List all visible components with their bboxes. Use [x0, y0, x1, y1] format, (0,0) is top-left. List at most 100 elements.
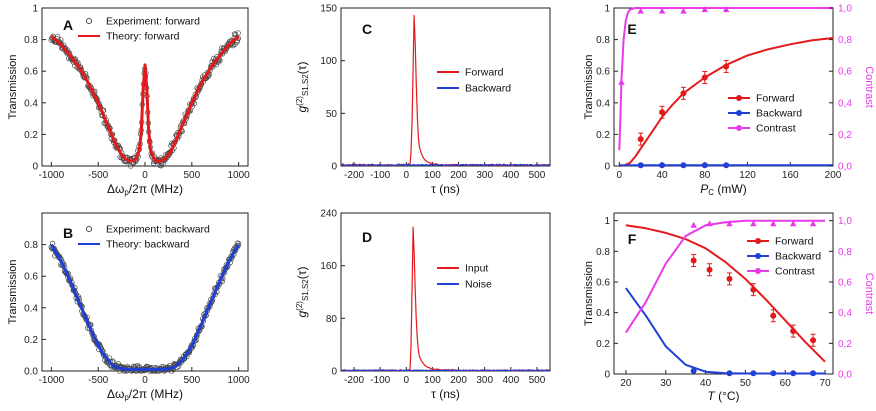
data-point-E-forward-0: [637, 136, 644, 143]
x-tick-label-C-3: 100: [424, 170, 441, 181]
plot-frame-C: [340, 7, 551, 167]
experiment-point-A-316: [234, 39, 240, 45]
y-axis-label-E: Transmission: [583, 55, 595, 120]
data-point-F-backward-5: [810, 370, 817, 377]
panel-letter-A: A: [63, 17, 73, 33]
y-right-tick-label-E-2: 0,4: [838, 98, 852, 109]
y-tick-label-A-0: 0: [32, 162, 38, 173]
data-point-F-backward-0: [690, 367, 697, 374]
legend-theory-A-label: Theory: forward: [106, 31, 180, 43]
y-tick-label-F-0: 0: [604, 370, 610, 381]
x-axis-label-B: Δωp/2π (MHz): [107, 387, 183, 402]
legend-E-backward-label: Backward: [756, 108, 802, 120]
y-tick-label-B-0: 0.0: [24, 367, 38, 378]
legend-E-forward-marker: [736, 95, 742, 101]
data-point-F-contrast-1: [706, 220, 713, 227]
fit-line-F-contrast: [625, 219, 825, 334]
legend-E-backward-marker: [736, 110, 742, 116]
x-tick-label-D-7: 500: [529, 375, 546, 386]
data-point-E-backward-2: [680, 162, 687, 169]
x-tick-label-B-0: -1000: [39, 375, 65, 386]
data-point-E-contrast-0: [618, 78, 625, 85]
plot-frame-D: [340, 212, 551, 372]
theory-curve-B: [50, 243, 240, 371]
data-point-F-forward-6: [810, 337, 817, 344]
y-tick-label-E-5: 1: [604, 4, 610, 15]
y-right-axis-label-E: Contrast: [863, 66, 875, 108]
y-axis-label-C: g(2)S1,S2(τ): [295, 61, 310, 112]
panel-letter-E: E: [627, 21, 636, 37]
experiment-point-A-318: [235, 30, 241, 36]
legend-F-contrast-marker: [755, 268, 761, 274]
panel-letter-C: C: [362, 21, 372, 37]
y-right-tick-label-E-4: 0,8: [838, 35, 852, 46]
experiment-point-A-11: [55, 33, 61, 40]
data-point-E-contrast-3: [680, 7, 687, 14]
y-right-axis-label-F: Contrast: [863, 273, 875, 315]
data-point-F-forward-2: [726, 275, 733, 282]
y-right-tick-label-F-1: 0,2: [838, 339, 852, 350]
y-tick-label-F-1: 0.2: [596, 339, 610, 350]
y-tick-label-A-5: 1: [32, 4, 38, 15]
legend-experiment-B-marker: [85, 225, 93, 233]
legend-F-backward-marker: [755, 253, 761, 259]
x-tick-label-B-2: 0: [142, 375, 148, 386]
legend-E-contrast-marker: [736, 125, 742, 131]
y-tick-label-B-1: 0.2: [24, 335, 38, 346]
fit-line-F-forward: [625, 224, 826, 363]
series-line-D-input: [340, 226, 551, 372]
data-point-F-forward-3: [750, 286, 757, 293]
y-axis-label-A: Transmission: [7, 55, 19, 120]
legend-experiment-A-marker: [85, 17, 93, 25]
y-tick-label-C-3: 150: [320, 4, 337, 15]
data-point-F-forward-1: [706, 266, 713, 273]
x-tick-label-D-1: -100: [370, 375, 390, 386]
y-tick-label-A-1: 0.2: [24, 130, 38, 141]
series-line-D-noise: [340, 369, 551, 372]
x-axis-label-D: τ (ns): [431, 387, 460, 401]
legend-C-backward-label: Backward: [465, 83, 511, 95]
data-point-E-backward-3: [701, 162, 708, 169]
data-point-E-forward-1: [659, 109, 666, 116]
legend-experiment-A-label: Experiment: forward: [106, 16, 200, 28]
x-tick-label-A-3: 500: [183, 170, 200, 181]
data-point-F-contrast-0: [690, 221, 697, 228]
data-point-E-forward-4: [723, 63, 730, 70]
legend-D-input-label: Input: [465, 263, 488, 275]
x-tick-label-B-3: 500: [183, 375, 200, 386]
legend-F-forward-marker: [755, 238, 761, 244]
y-tick-label-D-0: 0: [331, 367, 337, 378]
y-tick-label-B-3: 0.6: [24, 272, 38, 283]
y-tick-label-F-2: 0.4: [596, 308, 610, 319]
y-right-tick-label-F-2: 0,4: [838, 308, 852, 319]
x-tick-label-E-4: 160: [782, 170, 799, 181]
x-tick-label-B-4: 1000: [228, 375, 251, 386]
y-axis-label-D: g(2)S1,S2(τ): [295, 266, 310, 317]
y-tick-label-A-4: 0.8: [24, 35, 38, 46]
data-point-F-contrast-6: [809, 220, 817, 227]
x-tick-label-B-1: -500: [88, 375, 108, 386]
legend-E-forward-label: Forward: [756, 93, 795, 105]
data-point-F-backward-4: [790, 370, 797, 377]
x-tick-label-D-5: 300: [476, 375, 493, 386]
x-tick-label-F-5: 70: [819, 378, 831, 389]
y-tick-label-E-4: 0.8: [596, 35, 610, 46]
legend-C-forward-label: Forward: [465, 67, 504, 79]
y-right-tick-label-E-0: 0,0: [838, 162, 852, 173]
data-point-E-backward-0: [637, 162, 644, 169]
y-tick-label-A-3: 0.6: [24, 67, 38, 78]
x-tick-label-A-0: -1000: [39, 170, 65, 181]
x-tick-label-D-3: 100: [424, 375, 441, 386]
data-point-E-contrast-2: [658, 7, 666, 14]
legend-theory-B-label: Theory: backward: [106, 239, 190, 251]
x-tick-label-A-4: 1000: [228, 170, 251, 181]
x-tick-label-D-6: 400: [502, 375, 519, 386]
data-point-E-contrast-5: [722, 6, 730, 13]
x-tick-label-C-0: -200: [344, 170, 364, 181]
x-axis-label-E: PC (mW): [700, 182, 746, 197]
series-line-C-forward: [340, 14, 551, 167]
theory-curve-A: [50, 35, 240, 163]
y-tick-label-D-3: 240: [320, 209, 337, 220]
y-right-tick-label-E-5: 1,0: [838, 4, 852, 15]
x-tick-label-F-4: 60: [780, 378, 792, 389]
